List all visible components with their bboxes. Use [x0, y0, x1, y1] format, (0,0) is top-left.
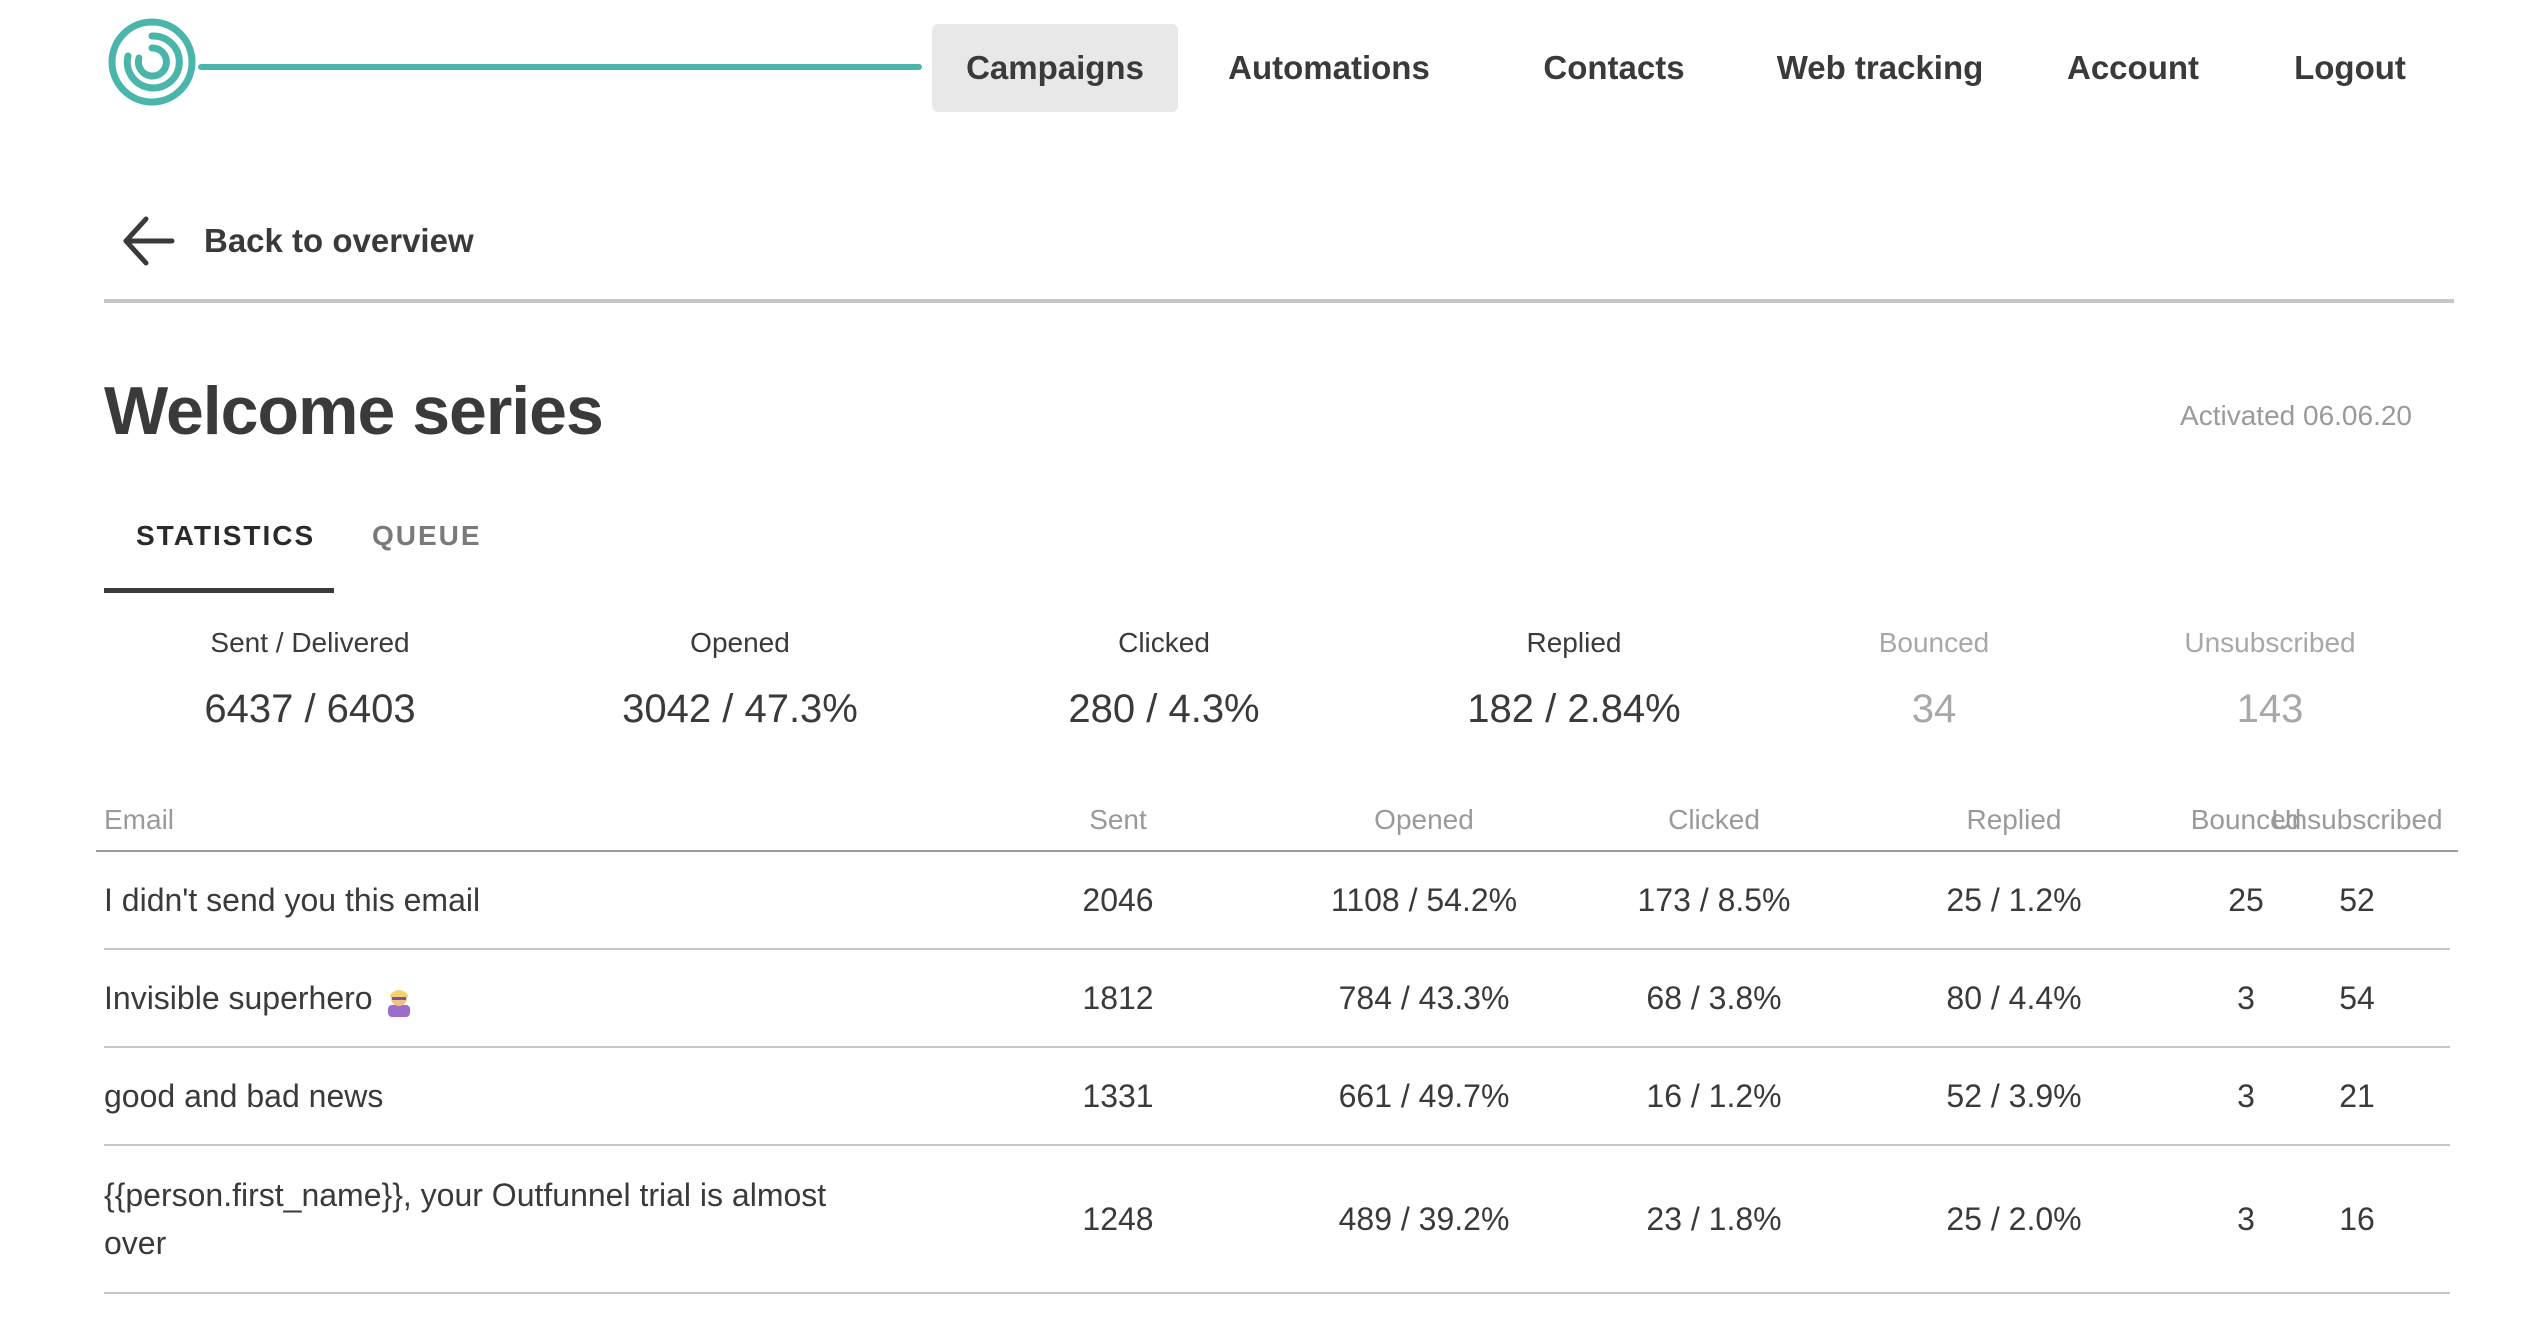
brand-line — [198, 64, 922, 70]
bounced-cell: 3 — [2237, 1200, 2255, 1237]
nav-automations[interactable]: Automations — [1228, 49, 1430, 86]
opened-cell: 661 / 49.7% — [1338, 1077, 1510, 1114]
column-header-sent[interactable]: Sent — [1089, 804, 1147, 835]
email-stats-table: Email Sent Opened Clicked Replied Bounce… — [96, 790, 2458, 1294]
stat-label: Replied — [1526, 627, 1622, 658]
column-header-opened[interactable]: Opened — [1374, 804, 1474, 835]
nav-campaigns[interactable]: Campaigns — [932, 24, 1178, 112]
replied-cell: 52 / 3.9% — [1946, 1077, 2082, 1114]
page-title: Welcome series — [104, 373, 604, 449]
stat-label: Opened — [690, 627, 790, 658]
opened-cell: 784 / 43.3% — [1338, 979, 1510, 1016]
clicked-cell: 68 / 3.8% — [1646, 979, 1782, 1016]
back-label: Back to overview — [204, 222, 474, 259]
sent-cell: 1331 — [1082, 1077, 1154, 1114]
unsubscribed-cell: 21 — [2339, 1077, 2375, 1114]
replied-cell: 80 / 4.4% — [1946, 979, 2082, 1016]
tab-queue[interactable]: QUEUE — [372, 520, 482, 551]
stat-value: 143 — [2236, 687, 2304, 731]
active-tab-indicator — [104, 588, 334, 593]
email-subject[interactable]: good and bad news — [104, 1078, 384, 1114]
email-subject[interactable]: I didn't send you this email — [104, 882, 481, 918]
nav-contacts[interactable]: Contacts — [1543, 49, 1685, 86]
stat-value: 280 / 4.3% — [1068, 687, 1260, 731]
back-to-overview-link[interactable]: Back to overview — [118, 206, 474, 276]
opened-cell: 489 / 39.2% — [1338, 1200, 1510, 1237]
activated-date: Activated 06.06.20 — [2180, 400, 2412, 431]
column-header-clicked[interactable]: Clicked — [1668, 804, 1760, 835]
stat-unsubscribed: Unsubscribed 143 — [2070, 620, 2470, 734]
brand-logo-icon[interactable] — [106, 16, 198, 108]
stat-replied: Replied 182 / 2.84% — [1374, 620, 1774, 734]
table-row[interactable]: Invisible superhero 1812 784 / 43.3% 68 … — [104, 950, 2450, 1048]
stat-opened: Opened 3042 / 47.3% — [540, 620, 940, 734]
stat-clicked: Clicked 280 / 4.3% — [964, 620, 1364, 734]
stat-value: 6437 / 6403 — [204, 687, 416, 731]
table-row[interactable]: I didn't send you this email 2046 1108 /… — [104, 852, 2450, 950]
unsubscribed-cell: 52 — [2339, 881, 2375, 918]
unsubscribed-cell: 16 — [2339, 1200, 2375, 1237]
clicked-cell: 173 / 8.5% — [1637, 881, 1791, 918]
stat-label: Unsubscribed — [2184, 627, 2356, 658]
tab-statistics[interactable]: STATISTICS — [136, 520, 316, 551]
arrow-left-icon — [123, 216, 175, 266]
superhero-emoji-icon — [383, 982, 415, 1017]
table-row[interactable]: {{person.first_name}}, your Outfunnel tr… — [104, 1146, 2450, 1294]
stat-label: Sent / Delivered — [210, 627, 410, 658]
column-header-replied[interactable]: Replied — [1966, 804, 2062, 835]
stat-sent-delivered: Sent / Delivered 6437 / 6403 — [110, 620, 510, 734]
nav-account[interactable]: Account — [2067, 49, 2199, 86]
stat-label: Clicked — [1118, 627, 1210, 658]
sent-cell: 1248 — [1082, 1200, 1154, 1237]
column-header-email[interactable]: Email — [104, 804, 175, 835]
top-header: Campaigns Automations Contacts Web track… — [0, 0, 2530, 140]
replied-cell: 25 / 2.0% — [1946, 1200, 2082, 1237]
clicked-cell: 16 / 1.2% — [1646, 1077, 1782, 1114]
stat-bounced: Bounced 34 — [1734, 620, 2134, 734]
bounced-cell: 3 — [2237, 979, 2255, 1016]
sent-cell: 2046 — [1082, 881, 1154, 918]
bounced-cell: 25 — [2228, 881, 2264, 918]
stat-value: 34 — [1911, 687, 1957, 731]
email-subject[interactable]: {{person.first_name}}, your Outfunnel tr… — [104, 1177, 827, 1261]
nav-logout[interactable]: Logout — [2294, 49, 2406, 86]
email-subject[interactable]: Invisible superhero — [104, 950, 864, 1046]
table-header: Email Sent Opened Clicked Replied Bounce… — [96, 790, 2458, 852]
table-row[interactable]: good and bad news 1331 661 / 49.7% 16 / … — [104, 1048, 2450, 1146]
email-subject-text: Invisible superhero — [104, 980, 373, 1016]
nav-web-tracking[interactable]: Web tracking — [1776, 49, 1984, 86]
bounced-cell: 3 — [2237, 1077, 2255, 1114]
clicked-cell: 23 / 1.8% — [1646, 1200, 1782, 1237]
header-divider — [104, 299, 2454, 303]
opened-cell: 1108 / 54.2% — [1330, 881, 1518, 918]
replied-cell: 25 / 1.2% — [1946, 881, 2082, 918]
unsubscribed-cell: 54 — [2339, 979, 2375, 1016]
stat-label: Bounced — [1878, 627, 1990, 658]
column-header-bounced[interactable]: Bounced — [2190, 804, 2302, 835]
stat-value: 3042 / 47.3% — [622, 687, 858, 731]
column-header-unsubscribed[interactable]: Unsubscribed — [2271, 804, 2443, 835]
sent-cell: 1812 — [1082, 979, 1154, 1016]
stat-value: 182 / 2.84% — [1467, 687, 1681, 731]
